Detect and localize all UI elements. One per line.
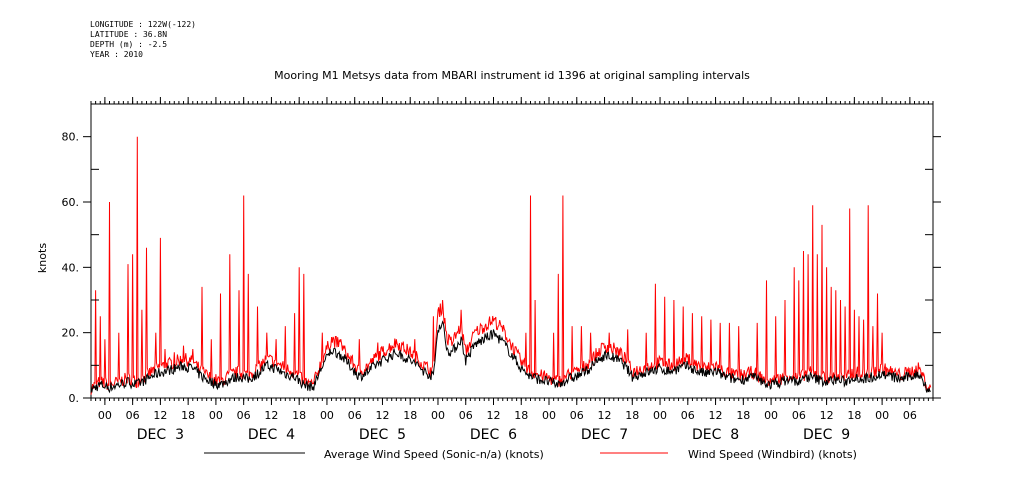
x-hour-label: 18 — [736, 409, 750, 422]
y-tick-label: 60. — [62, 196, 80, 209]
x-hour-label: 00 — [764, 409, 778, 422]
x-hour-label: 12 — [375, 409, 389, 422]
y-tick-label: 40. — [62, 261, 80, 274]
x-hour-label: 18 — [181, 409, 195, 422]
x-hour-label: 06 — [792, 409, 806, 422]
y-tick-label: 20. — [62, 327, 80, 340]
x-hour-label: 18 — [514, 409, 528, 422]
x-day-label: DEC 6 — [470, 427, 517, 443]
x-hour-label: 06 — [570, 409, 584, 422]
x-hour-label: 00 — [653, 409, 667, 422]
series-line-windbird — [90, 136, 932, 395]
y-tick-label: 0. — [69, 392, 80, 405]
x-hour-label: 06 — [348, 409, 362, 422]
x-day-label: DEC 8 — [692, 427, 739, 443]
x-hour-label: 00 — [320, 409, 334, 422]
x-day-label: DEC 5 — [359, 427, 406, 443]
x-hour-label: 00 — [875, 409, 889, 422]
x-hour-label: 06 — [126, 409, 140, 422]
legend-label-windbird: Wind Speed (Windbird) (knots) — [688, 448, 857, 461]
x-hour-label: 12 — [598, 409, 612, 422]
x-hour-label: 00 — [542, 409, 556, 422]
series-line-sonic — [90, 320, 931, 394]
x-hour-label: 12 — [153, 409, 167, 422]
x-hour-label: 18 — [847, 409, 861, 422]
x-hour-label: 12 — [820, 409, 834, 422]
x-hour-label: 06 — [903, 409, 917, 422]
legend-label-sonic: Average Wind Speed (Sonic-n/a) (knots) — [324, 448, 544, 461]
depth-label: DEPTH (m) : -2.5 — [90, 40, 168, 49]
y-tick-label: 80. — [62, 131, 80, 144]
x-hour-label: 06 — [237, 409, 251, 422]
metadata-block: LONGITUDE : 122W(-122) LATITUDE : 36.8N … — [90, 20, 196, 60]
x-hour-label: 12 — [709, 409, 723, 422]
x-day-label: DEC 3 — [137, 427, 184, 443]
y-axis-label: knots — [36, 243, 49, 273]
x-hour-label: 18 — [292, 409, 306, 422]
x-hour-label: 06 — [459, 409, 473, 422]
x-hour-label: 12 — [264, 409, 278, 422]
x-hour-label: 06 — [681, 409, 695, 422]
x-hour-label: 12 — [486, 409, 500, 422]
x-day-label: DEC 4 — [248, 427, 295, 443]
x-hour-label: 18 — [403, 409, 417, 422]
x-day-label: DEC 9 — [803, 427, 850, 443]
x-hour-label: 18 — [625, 409, 639, 422]
longitude-label: LONGITUDE : 122W(-122) — [90, 20, 196, 29]
chart-title: Mooring M1 Metsys data from MBARI instru… — [274, 69, 750, 82]
x-day-label: DEC 7 — [581, 427, 628, 443]
x-hour-label: 00 — [209, 409, 223, 422]
year-label: YEAR : 2010 — [90, 50, 143, 59]
latitude-label: LATITUDE : 36.8N — [90, 30, 168, 39]
x-hour-label: 00 — [98, 409, 112, 422]
x-hour-label: 00 — [431, 409, 445, 422]
